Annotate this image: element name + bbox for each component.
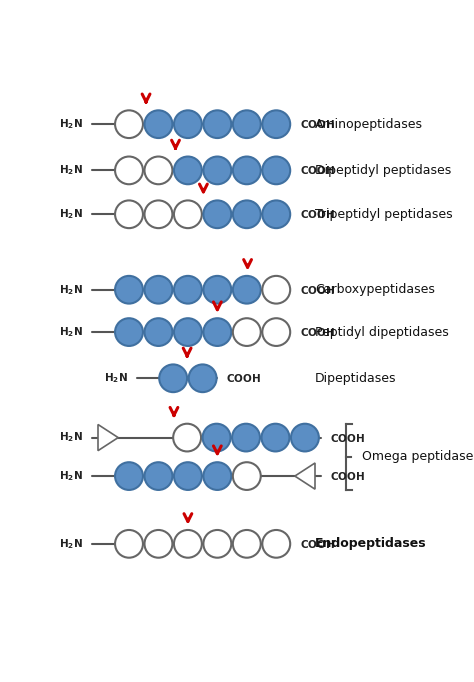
- Ellipse shape: [233, 201, 261, 228]
- Text: $\mathbf{H_2N}$: $\mathbf{H_2N}$: [59, 469, 82, 483]
- Ellipse shape: [262, 318, 290, 346]
- Ellipse shape: [291, 424, 319, 451]
- Text: $\mathbf{H_2N}$: $\mathbf{H_2N}$: [59, 325, 82, 339]
- Ellipse shape: [145, 110, 173, 138]
- Text: $\mathbf{COOH}$: $\mathbf{COOH}$: [226, 372, 261, 384]
- Ellipse shape: [174, 157, 202, 184]
- Ellipse shape: [174, 462, 202, 490]
- Ellipse shape: [202, 424, 230, 451]
- Text: $\mathbf{H_2N}$: $\mathbf{H_2N}$: [59, 430, 82, 445]
- Ellipse shape: [203, 110, 231, 138]
- Ellipse shape: [262, 530, 290, 558]
- Text: Endopeptidases: Endopeptidases: [315, 537, 427, 550]
- Text: $\mathbf{COOH}$: $\mathbf{COOH}$: [300, 118, 335, 130]
- Ellipse shape: [233, 318, 261, 346]
- Ellipse shape: [262, 201, 290, 228]
- Text: Peptidyl dipeptidases: Peptidyl dipeptidases: [315, 325, 449, 338]
- Text: $\mathbf{H_2N}$: $\mathbf{H_2N}$: [59, 207, 82, 221]
- Text: $\mathbf{H_2N}$: $\mathbf{H_2N}$: [103, 372, 128, 385]
- Ellipse shape: [262, 424, 290, 451]
- Text: $\mathbf{COOH}$: $\mathbf{COOH}$: [300, 284, 335, 296]
- Ellipse shape: [145, 462, 173, 490]
- Ellipse shape: [115, 276, 143, 303]
- Ellipse shape: [145, 530, 173, 558]
- Ellipse shape: [145, 201, 173, 228]
- Ellipse shape: [189, 364, 217, 392]
- Ellipse shape: [115, 110, 143, 138]
- Polygon shape: [98, 424, 118, 451]
- Ellipse shape: [174, 201, 202, 228]
- Text: $\mathbf{COOH}$: $\mathbf{COOH}$: [300, 538, 335, 550]
- Text: Carboxypeptidases: Carboxypeptidases: [315, 283, 435, 296]
- Ellipse shape: [203, 157, 231, 184]
- Ellipse shape: [174, 530, 202, 558]
- Ellipse shape: [203, 462, 231, 490]
- Ellipse shape: [174, 110, 202, 138]
- Ellipse shape: [262, 276, 290, 303]
- Text: $\mathbf{COOH}$: $\mathbf{COOH}$: [300, 164, 335, 177]
- Ellipse shape: [174, 276, 202, 303]
- Text: $\mathbf{COOH}$: $\mathbf{COOH}$: [300, 326, 335, 338]
- Ellipse shape: [145, 276, 173, 303]
- Ellipse shape: [145, 157, 173, 184]
- Ellipse shape: [159, 364, 187, 392]
- Text: $\mathbf{H_2N}$: $\mathbf{H_2N}$: [59, 537, 82, 551]
- Text: Dipeptidyl peptidases: Dipeptidyl peptidases: [315, 164, 451, 177]
- Ellipse shape: [233, 530, 261, 558]
- Ellipse shape: [203, 318, 231, 346]
- Ellipse shape: [233, 157, 261, 184]
- Ellipse shape: [173, 424, 201, 451]
- Ellipse shape: [203, 276, 231, 303]
- Text: $\mathbf{COOH}$: $\mathbf{COOH}$: [330, 470, 365, 482]
- Ellipse shape: [233, 462, 261, 490]
- Ellipse shape: [233, 276, 261, 303]
- Ellipse shape: [203, 530, 231, 558]
- Ellipse shape: [115, 201, 143, 228]
- Ellipse shape: [262, 110, 290, 138]
- Text: $\mathbf{COOH}$: $\mathbf{COOH}$: [300, 208, 335, 220]
- Ellipse shape: [115, 530, 143, 558]
- Text: Omega peptidase: Omega peptidase: [362, 450, 473, 463]
- Ellipse shape: [115, 318, 143, 346]
- Text: $\mathbf{H_2N}$: $\mathbf{H_2N}$: [59, 117, 82, 131]
- Text: Dipeptidases: Dipeptidases: [315, 372, 396, 385]
- Ellipse shape: [115, 462, 143, 490]
- Ellipse shape: [115, 157, 143, 184]
- Polygon shape: [295, 463, 315, 489]
- Ellipse shape: [145, 318, 173, 346]
- Text: $\mathbf{H_2N}$: $\mathbf{H_2N}$: [59, 164, 82, 177]
- Text: Tripeptidyl peptidases: Tripeptidyl peptidases: [315, 208, 453, 221]
- Ellipse shape: [233, 110, 261, 138]
- Ellipse shape: [174, 318, 202, 346]
- Ellipse shape: [262, 157, 290, 184]
- Ellipse shape: [232, 424, 260, 451]
- Ellipse shape: [203, 201, 231, 228]
- Text: Aminopeptidases: Aminopeptidases: [315, 118, 423, 131]
- Text: $\mathbf{COOH}$: $\mathbf{COOH}$: [330, 432, 365, 443]
- Text: $\mathbf{H_2N}$: $\mathbf{H_2N}$: [59, 283, 82, 297]
